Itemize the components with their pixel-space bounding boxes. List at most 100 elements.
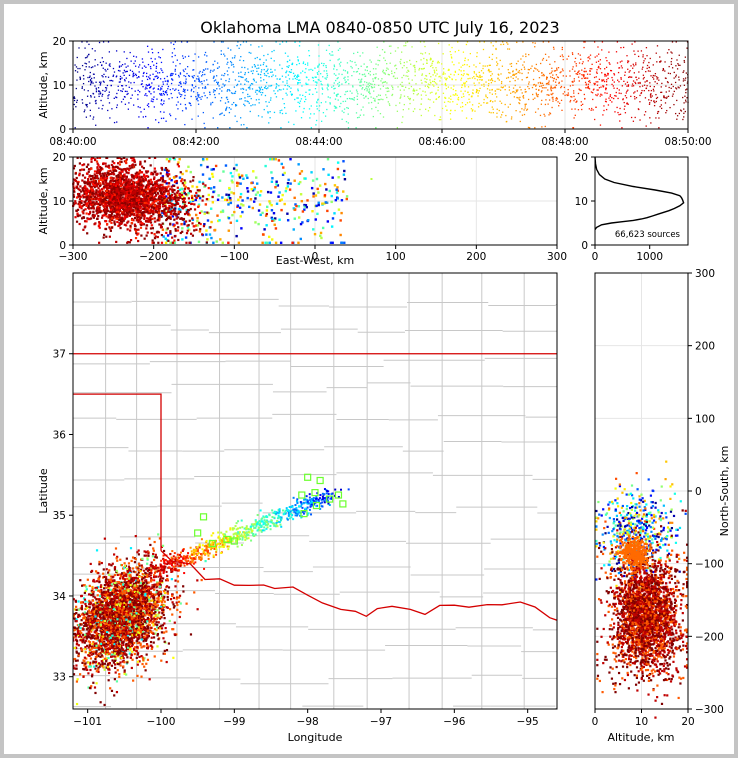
source-point [129, 239, 133, 242]
source-point [204, 184, 207, 187]
source-point [125, 66, 127, 68]
source-point [354, 61, 356, 64]
source-point [423, 67, 425, 70]
source-point [95, 160, 99, 163]
source-point [213, 41, 215, 43]
source-point [197, 100, 199, 102]
source-point [604, 92, 606, 94]
source-point [243, 103, 245, 105]
source-point [584, 67, 586, 70]
source-point [245, 41, 248, 43]
source-point [98, 206, 101, 209]
source-point [408, 108, 410, 110]
source-point [108, 102, 111, 104]
source-point [170, 74, 172, 77]
source-point [161, 104, 163, 106]
source-point [406, 67, 408, 69]
source-point [179, 103, 182, 105]
source-point [86, 103, 88, 106]
source-point [420, 94, 423, 96]
source-point [518, 102, 520, 104]
source-point [327, 84, 329, 86]
source-point [261, 88, 264, 91]
source-point [510, 76, 512, 78]
source-point [546, 94, 548, 96]
source-point [575, 63, 577, 65]
source-point [686, 82, 689, 84]
source-point [195, 228, 198, 231]
source-point [278, 191, 281, 194]
source-point [315, 76, 317, 78]
source-point [242, 204, 245, 207]
source-point [200, 98, 202, 100]
source-point [250, 52, 252, 54]
source-point [351, 60, 353, 63]
source-point [451, 78, 453, 80]
source-point [359, 84, 361, 87]
source-point [136, 192, 139, 195]
source-point [122, 179, 126, 182]
source-point [450, 98, 452, 100]
source-point [577, 76, 580, 78]
source-point [242, 177, 245, 180]
source-point [83, 220, 87, 223]
source-point [81, 41, 83, 43]
source-point [656, 96, 659, 99]
source-point [107, 183, 110, 186]
source-point [167, 160, 171, 163]
source-point [534, 97, 536, 99]
source-point [375, 106, 377, 109]
source-point [76, 180, 79, 184]
source-point [87, 206, 90, 209]
source-point [76, 56, 78, 59]
source-point [518, 98, 520, 100]
source-point [397, 47, 399, 49]
source-point [157, 231, 161, 234]
source-point [259, 58, 261, 61]
source-point [512, 73, 515, 76]
source-point [372, 73, 375, 76]
source-point [179, 63, 181, 65]
source-point [97, 87, 100, 89]
source-point [362, 84, 364, 86]
source-point [137, 196, 140, 199]
source-point [129, 229, 132, 232]
source-point [321, 202, 324, 205]
source-point [90, 82, 92, 84]
source-point [164, 91, 166, 93]
source-point [528, 69, 530, 71]
source-point [508, 71, 510, 74]
source-point [206, 165, 209, 169]
source-point [267, 72, 269, 75]
source-point [121, 85, 124, 87]
source-point [147, 192, 150, 195]
source-point [102, 181, 105, 184]
source-point [145, 184, 149, 187]
source-point [318, 64, 320, 66]
source-point [347, 127, 350, 129]
source-point [154, 194, 157, 197]
source-point [527, 72, 530, 74]
source-point [246, 190, 250, 193]
source-point [366, 88, 368, 90]
source-point [154, 198, 157, 201]
source-point [260, 80, 262, 82]
source-point [428, 72, 431, 75]
source-point [118, 201, 121, 204]
source-point [207, 68, 209, 70]
source-point [632, 85, 635, 87]
source-point [368, 92, 371, 94]
source-point [379, 94, 381, 97]
source-point [374, 100, 376, 102]
source-point [598, 87, 601, 89]
source-point [596, 55, 598, 57]
source-point [167, 189, 170, 192]
source-point [325, 64, 327, 67]
source-point [489, 64, 491, 66]
source-point [330, 200, 333, 204]
source-point [160, 117, 163, 120]
source-point [183, 197, 186, 200]
source-point [287, 84, 289, 87]
source-point [579, 54, 581, 56]
source-point [451, 61, 453, 63]
